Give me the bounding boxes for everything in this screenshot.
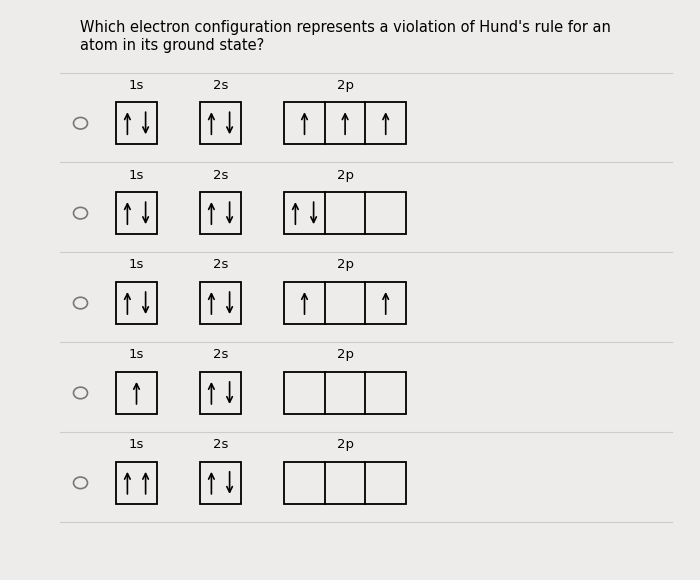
Bar <box>116 462 157 504</box>
Text: 1s: 1s <box>129 169 144 182</box>
Text: 2p: 2p <box>337 438 354 451</box>
Bar <box>200 372 241 414</box>
Text: 2s: 2s <box>213 438 228 451</box>
Text: atom in its ground state?: atom in its ground state? <box>80 38 265 53</box>
Text: 2p: 2p <box>337 349 354 361</box>
Bar <box>116 282 157 324</box>
Bar <box>284 462 406 504</box>
Bar <box>200 282 241 324</box>
Bar <box>284 192 406 234</box>
Text: 2s: 2s <box>213 169 228 182</box>
Text: 1s: 1s <box>129 79 144 92</box>
Text: 2s: 2s <box>213 259 228 271</box>
Text: 1s: 1s <box>129 259 144 271</box>
Text: 1s: 1s <box>129 438 144 451</box>
Text: 2s: 2s <box>213 349 228 361</box>
Bar <box>200 462 241 504</box>
Text: 2p: 2p <box>337 259 354 271</box>
Bar <box>116 102 157 144</box>
Bar <box>200 102 241 144</box>
Text: 2p: 2p <box>337 169 354 182</box>
Text: 1s: 1s <box>129 349 144 361</box>
Text: 2p: 2p <box>337 79 354 92</box>
Bar <box>284 282 406 324</box>
Bar <box>116 372 157 414</box>
Text: Which electron configuration represents a violation of Hund's rule for an: Which electron configuration represents … <box>80 20 611 35</box>
Bar <box>116 192 157 234</box>
Bar <box>284 372 406 414</box>
Bar <box>284 102 406 144</box>
Bar <box>200 192 241 234</box>
Text: 2s: 2s <box>213 79 228 92</box>
